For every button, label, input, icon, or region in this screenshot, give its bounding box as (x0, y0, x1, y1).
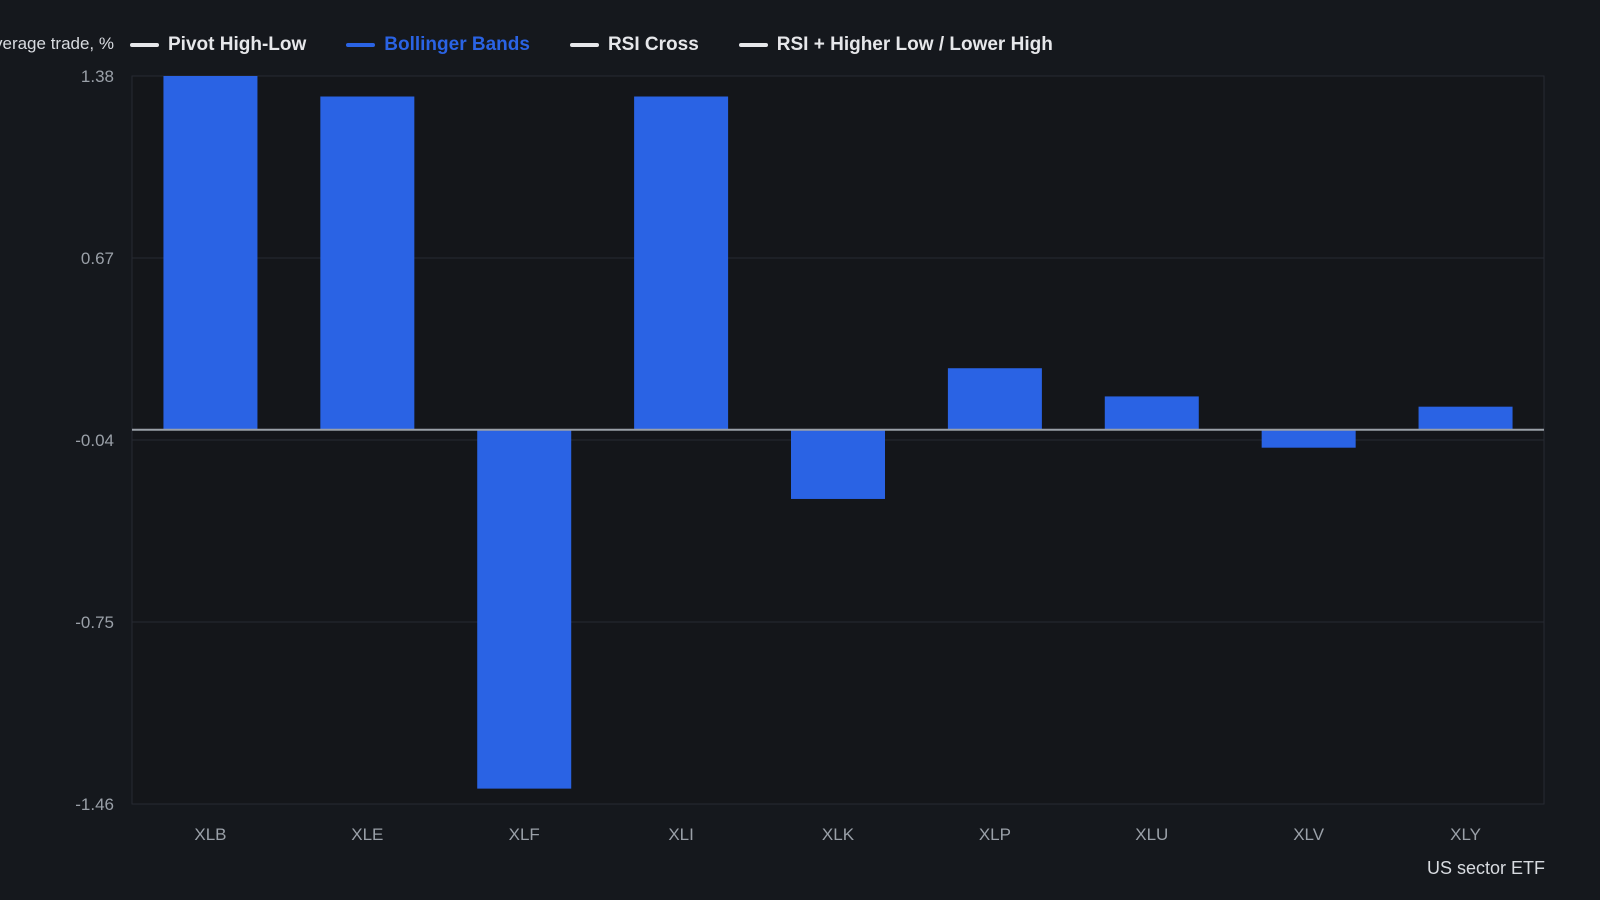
legend-swatch (130, 43, 159, 47)
legend-label: Pivot High-Low (168, 34, 307, 55)
bar-xlk (791, 429, 885, 499)
legend-swatch (738, 43, 768, 47)
y-axis-title: Average trade, % (0, 34, 114, 53)
legend-label: RSI Cross (607, 34, 699, 55)
x-tick-label: XLY (1450, 825, 1481, 844)
bar-xlf (477, 429, 572, 789)
y-tick-label: -0.75 (75, 613, 114, 632)
x-tick-label: XLB (194, 825, 226, 844)
y-tick-label: -0.04 (75, 431, 114, 450)
legend-item[interactable]: RSI + Higher Low / Lower High (738, 33, 1053, 57)
x-tick-label: XLV (1293, 825, 1325, 844)
x-tick-label: XLK (822, 825, 855, 844)
x-tick-label: XLE (351, 825, 383, 844)
x-tick-label: XLP (979, 825, 1011, 844)
legend-item[interactable]: Bollinger Bands (346, 33, 530, 57)
y-tick-label: 0.67 (81, 249, 114, 268)
legend-label: Bollinger Bands (384, 34, 530, 55)
legend-item[interactable]: RSI Cross (569, 33, 699, 57)
bar-xlb (163, 76, 258, 430)
bar-xlp (947, 368, 1042, 430)
bar-xlu (1104, 396, 1199, 430)
y-tick-label: -1.46 (75, 795, 114, 814)
x-axis-title: US sector ETF (1426, 858, 1545, 878)
bar-xle (320, 96, 415, 430)
legend-label: RSI + Higher Low / Lower High (776, 34, 1053, 55)
legend-swatch (346, 43, 376, 47)
legend-swatch (569, 43, 599, 47)
chart-legend: Pivot High-Low Bollinger Bands RSI Cross RS… (130, 33, 1053, 57)
x-tick-label: XLU (1135, 825, 1168, 844)
bar-xly (1418, 406, 1513, 430)
bar-xlv (1261, 429, 1356, 448)
y-tick-label: 1.38 (81, 67, 114, 86)
bar-xli (634, 96, 729, 430)
x-tick-label: XLI (668, 825, 694, 844)
legend-item[interactable]: Pivot High-Low (130, 33, 306, 57)
x-tick-label: XLF (509, 825, 540, 844)
